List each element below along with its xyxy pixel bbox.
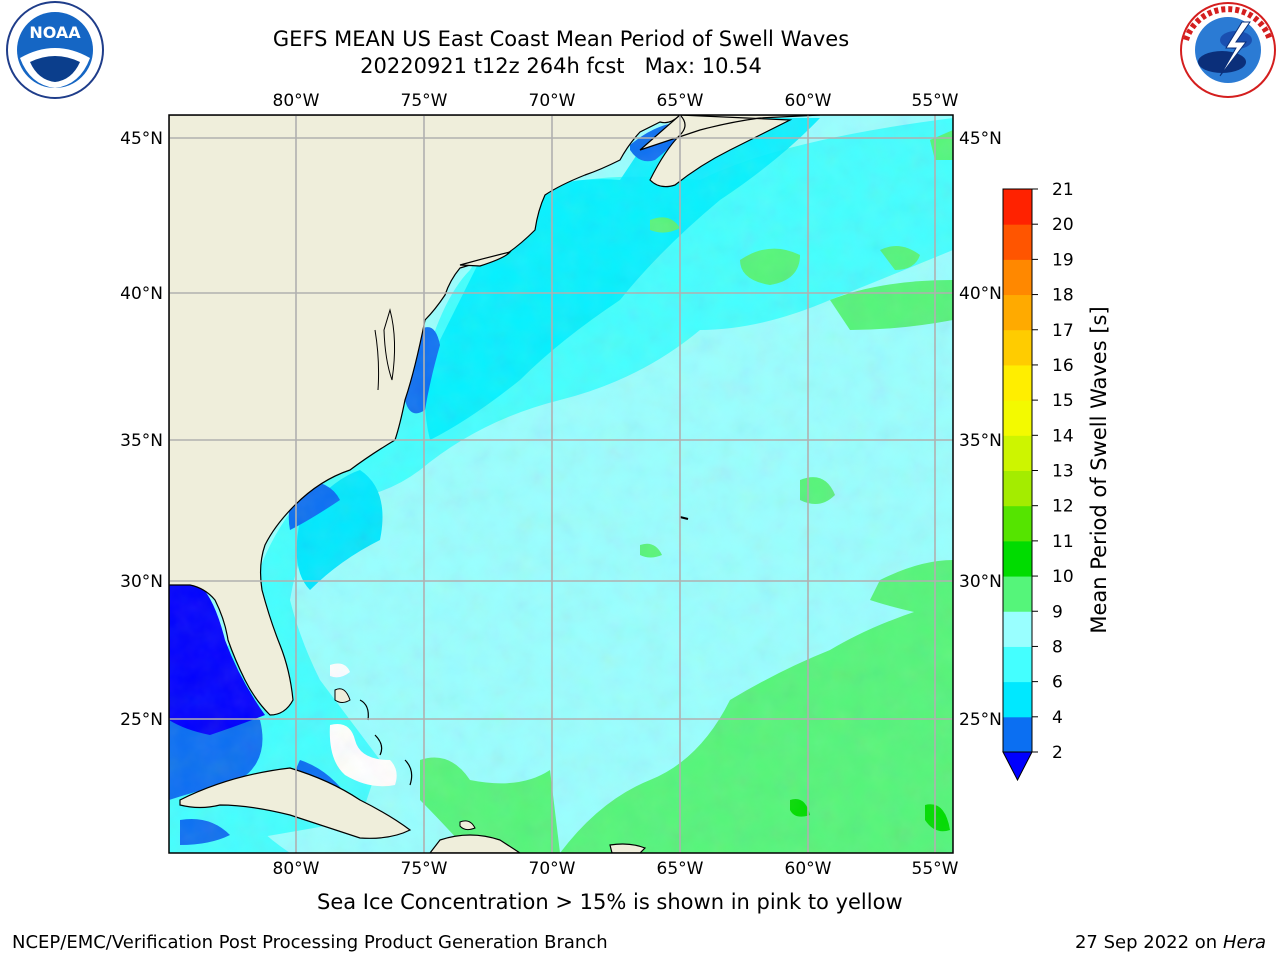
colorbar-tick-label: 9 xyxy=(1052,602,1063,622)
lat-label-left: 30°N xyxy=(120,572,163,592)
colorbar-tick-label: 12 xyxy=(1052,497,1074,517)
noaa-logo: NOAA xyxy=(6,1,104,99)
lat-label-right: 30°N xyxy=(959,572,1002,592)
colorbar-segment xyxy=(1003,646,1032,683)
colorbar: 2 4 6 8 9 10 11 12 13 14 15 16 17 18 19 20 21 xyxy=(1002,180,1074,782)
colorbar-segment xyxy=(1003,576,1032,612)
lon-label-bottom: 55°W xyxy=(912,859,959,879)
gridlines xyxy=(169,115,953,853)
lon-label-bottom: 70°W xyxy=(529,859,576,879)
lat-label-right: 45°N xyxy=(959,129,1002,149)
colorbar-tick-label: 16 xyxy=(1052,356,1074,376)
colorbar-segment xyxy=(1003,294,1032,331)
colorbar-label: Mean Period of Swell Waves [s] xyxy=(1087,306,1111,633)
colorbar-tick-label: 14 xyxy=(1052,426,1074,446)
colorbar-tick-label: 11 xyxy=(1052,532,1074,552)
credit-date-text: 27 Sep 2022 on xyxy=(1074,932,1218,953)
colorbar-segment xyxy=(1003,470,1032,507)
colorbar-tick-label: 20 xyxy=(1052,215,1074,235)
colorbar-segment xyxy=(1003,611,1032,647)
lat-label-right: 40°N xyxy=(959,284,1002,304)
lon-label-bottom: 65°W xyxy=(657,859,704,879)
colorbar-tick-label: 17 xyxy=(1052,321,1074,341)
colorbar-segment xyxy=(1003,364,1032,401)
colorbar-tick-label: 15 xyxy=(1052,391,1074,411)
colorbar-segment xyxy=(1003,224,1032,260)
colorbar-segment xyxy=(1003,400,1032,436)
lat-label-right: 35°N xyxy=(959,431,1002,451)
lon-label-top: 70°W xyxy=(529,91,576,111)
land-cuba xyxy=(179,767,412,839)
colorbar-under-arrow xyxy=(1002,751,1033,782)
colorbar-tick-label: 2 xyxy=(1052,743,1063,763)
colorbar-segment xyxy=(1003,259,1032,296)
lat-label-left: 35°N xyxy=(120,431,163,451)
title-line-1: GEFS MEAN US East Coast Mean Period of S… xyxy=(272,27,850,51)
map-area xyxy=(169,115,953,853)
lon-label-top: 75°W xyxy=(401,91,448,111)
sea-ice-note: Sea Ice Concentration > 15% is shown in … xyxy=(317,890,903,914)
colorbar-tick-label: 18 xyxy=(1052,286,1074,306)
colorbar-segment xyxy=(1003,540,1032,577)
lat-label-left: 25°N xyxy=(120,710,163,730)
colorbar-segment xyxy=(1003,189,1032,225)
colorbar-segment xyxy=(1003,435,1032,471)
lon-label-bottom: 75°W xyxy=(401,859,448,879)
colorbar-tick-label: 6 xyxy=(1052,673,1063,693)
colorbar-segment xyxy=(1003,716,1032,753)
noaa-logo-text: NOAA xyxy=(29,23,81,42)
colorbar-tick-label: 8 xyxy=(1052,637,1063,657)
lon-label-bottom: 80°W xyxy=(273,859,320,879)
lon-label-bottom: 60°W xyxy=(785,859,832,879)
lat-label-left: 45°N xyxy=(120,129,163,149)
colorbar-tick-label: 10 xyxy=(1052,567,1074,587)
lon-label-top: 60°W xyxy=(785,91,832,111)
title-line-2: 20220921 t12z 264h fcst Max: 10.54 xyxy=(360,54,762,78)
colorbar-tick-label: 13 xyxy=(1052,462,1074,482)
credit-date: 27 Sep 2022 on Hera xyxy=(1075,932,1266,953)
colorbar-tick-label: 4 xyxy=(1052,708,1063,728)
credit-machine: Hera xyxy=(1222,932,1266,953)
credit-branch: NCEP/EMC/Verification Post Processing Pr… xyxy=(12,932,608,953)
lon-label-top: 80°W xyxy=(273,91,320,111)
lat-label-right: 25°N xyxy=(959,710,1002,730)
colorbar-tick-label: 19 xyxy=(1052,250,1074,270)
colorbar-tick-label: 21 xyxy=(1052,180,1074,200)
colorbar-segment xyxy=(1003,505,1032,542)
lon-label-top: 55°W xyxy=(912,91,959,111)
colorbar-segment xyxy=(1003,681,1032,718)
map-frame xyxy=(168,114,954,854)
lat-label-left: 40°N xyxy=(120,284,163,304)
colorbar-segment xyxy=(1003,329,1032,366)
nws-logo xyxy=(1180,2,1276,98)
lon-label-top: 65°W xyxy=(657,91,704,111)
